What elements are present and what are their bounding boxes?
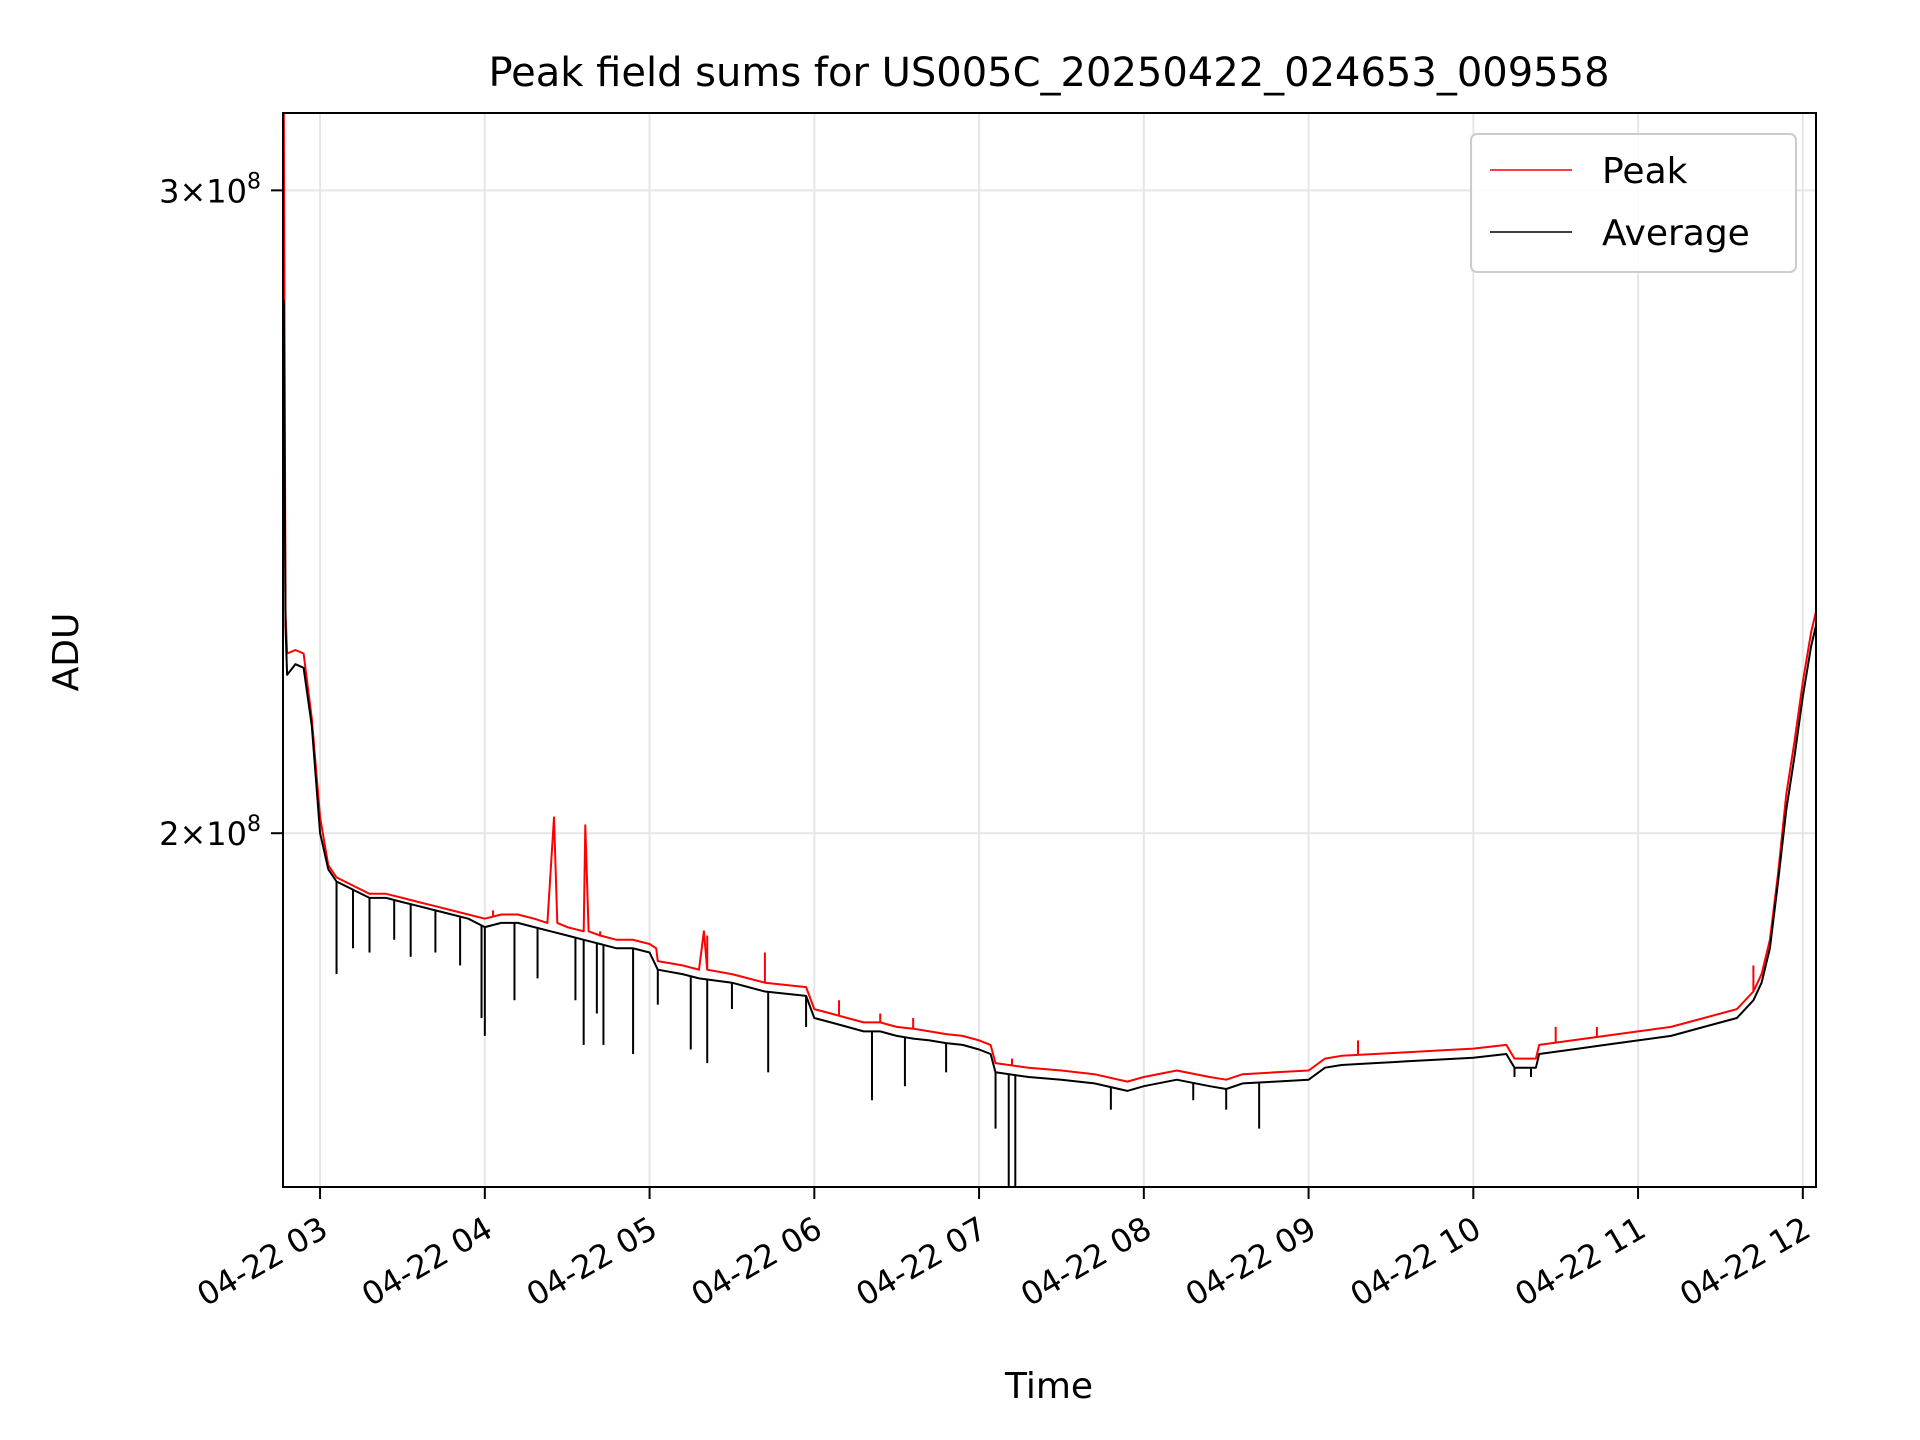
chart-title: Peak field sums for US005C_20250422_0246… <box>488 50 1609 96</box>
y-tick-times-ten: ×10 <box>179 172 247 210</box>
y-tick-label: 3×108 <box>159 169 261 210</box>
legend-label-peak: Peak <box>1602 151 1688 192</box>
x-axis-label: Time <box>1004 1366 1093 1407</box>
grid <box>283 113 1816 1187</box>
y-tick-exponent: 8 <box>247 169 261 194</box>
y-tick-times-ten: ×10 <box>179 815 247 853</box>
y-tick-mantissa: 3 <box>159 172 179 210</box>
legend-box <box>1470 133 1797 273</box>
series-layer <box>283 113 1816 1187</box>
y-axis-label: ADU <box>46 613 87 692</box>
y-tick-exponent: 8 <box>247 812 261 837</box>
y-tick-mantissa: 2 <box>159 815 179 853</box>
series-line-peak <box>283 113 1816 1083</box>
plot-frame <box>282 112 1817 1188</box>
legend: Peak Average <box>1470 133 1797 273</box>
y-tick-label: 2×108 <box>159 812 261 853</box>
legend-label-average: Average <box>1602 213 1750 254</box>
